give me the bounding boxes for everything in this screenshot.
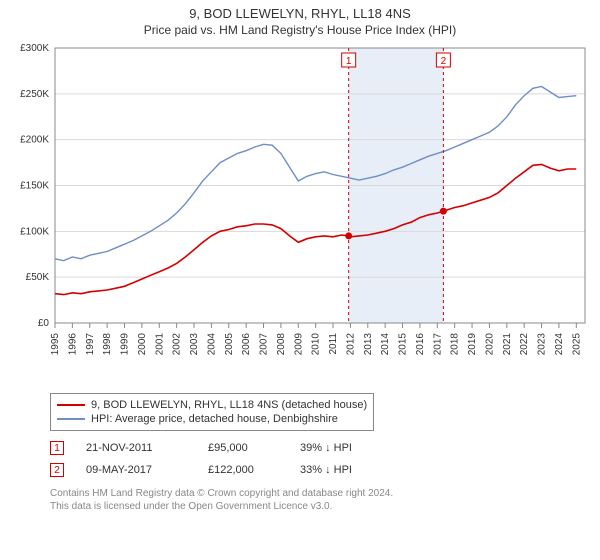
event-marker-label: 1: [346, 56, 352, 67]
x-tick-label: 2017: [432, 333, 443, 356]
chart-area: £0 £50K £100K £150K £200K £250K £300K 1995 1996 1…: [5, 43, 595, 383]
x-tick-label: 2025: [571, 333, 582, 356]
x-tick-label: 1998: [102, 333, 113, 356]
event-price: £122,000: [208, 464, 278, 476]
event-marker-label: 2: [441, 56, 447, 67]
x-tick-label: 2009: [293, 333, 304, 356]
x-tick-label: 2018: [450, 333, 461, 356]
sale-marker: [345, 232, 352, 239]
legend-item: HPI: Average price, detached house, Denb…: [57, 412, 367, 426]
x-tick-label: 2015: [398, 333, 409, 356]
x-tick-label: 2014: [380, 333, 391, 356]
x-tick-label: 1997: [85, 333, 96, 356]
x-tick-label: 2020: [484, 333, 495, 356]
event-marker: 1: [50, 441, 64, 455]
x-tick-label: 2012: [345, 333, 356, 356]
x-tick-label: 1999: [120, 333, 131, 356]
legend-swatch: [57, 404, 85, 406]
x-tick-label: 2008: [276, 333, 287, 356]
footer-line-1: Contains HM Land Registry data © Crown c…: [50, 487, 570, 500]
x-tick-label: 2002: [172, 333, 183, 356]
legend-label: HPI: Average price, detached house, Denb…: [91, 413, 338, 425]
y-tick-label: £100K: [20, 226, 49, 237]
series-line: [55, 164, 576, 294]
legend-label: 9, BOD LLEWELYN, RHYL, LL18 4NS (detache…: [91, 399, 367, 411]
x-tick-label: 2016: [415, 333, 426, 356]
chart-title: 9, BOD LLEWELYN, RHYL, LL18 4NS: [0, 0, 600, 21]
y-tick-label: £0: [38, 318, 50, 329]
x-tick-label: 2022: [519, 333, 530, 356]
y-tick-label: £50K: [26, 272, 50, 283]
event-delta: 39% ↓ HPI: [300, 442, 390, 454]
x-tick-label: 2011: [328, 333, 339, 355]
legend: 9, BOD LLEWELYN, RHYL, LL18 4NS (detache…: [50, 393, 374, 431]
event-row: 2 09-MAY-2017 £122,000 33% ↓ HPI: [50, 459, 570, 481]
sale-marker: [440, 208, 447, 215]
event-delta: 33% ↓ HPI: [300, 464, 390, 476]
chart-svg: £0 £50K £100K £150K £200K £250K £300K 1995 1996 1…: [5, 43, 595, 383]
y-tick-label: £300K: [20, 43, 49, 54]
x-tick-label: 2003: [189, 333, 200, 356]
x-tick-label: 2021: [502, 333, 513, 356]
x-tick-label: 2006: [241, 333, 252, 356]
x-tick-label: 2001: [154, 333, 165, 356]
y-tick-label: £200K: [20, 135, 49, 146]
x-tick-label: 2024: [554, 333, 565, 356]
x-tick-label: 2013: [363, 333, 374, 356]
event-price: £95,000: [208, 442, 278, 454]
series-line: [55, 87, 576, 261]
event-marker: 2: [50, 463, 64, 477]
chart-subtitle: Price paid vs. HM Land Registry's House …: [0, 21, 600, 43]
x-tick-label: 2019: [467, 333, 478, 356]
event-date: 09-MAY-2017: [86, 464, 186, 476]
footer-attribution: Contains HM Land Registry data © Crown c…: [50, 487, 570, 513]
x-tick-label: 2005: [224, 333, 235, 356]
x-tick-label: 1996: [67, 333, 78, 356]
x-tick-label: 2010: [311, 333, 322, 356]
x-tick-label: 2023: [537, 333, 548, 356]
event-row: 1 21-NOV-2011 £95,000 39% ↓ HPI: [50, 437, 570, 459]
x-tick-label: 2004: [206, 333, 217, 356]
sale-events-table: 1 21-NOV-2011 £95,000 39% ↓ HPI 2 09-MAY-2017…: [50, 437, 570, 481]
legend-item: 9, BOD LLEWELYN, RHYL, LL18 4NS (detache…: [57, 398, 367, 412]
x-tick-label: 2000: [137, 333, 148, 356]
x-tick-label: 1995: [50, 333, 61, 356]
x-tick-label: 2007: [259, 333, 270, 356]
footer-line-2: This data is licensed under the Open Gov…: [50, 500, 570, 513]
event-date: 21-NOV-2011: [86, 442, 186, 454]
y-tick-label: £250K: [20, 89, 49, 100]
y-tick-label: £150K: [20, 181, 49, 192]
legend-swatch: [57, 418, 85, 420]
